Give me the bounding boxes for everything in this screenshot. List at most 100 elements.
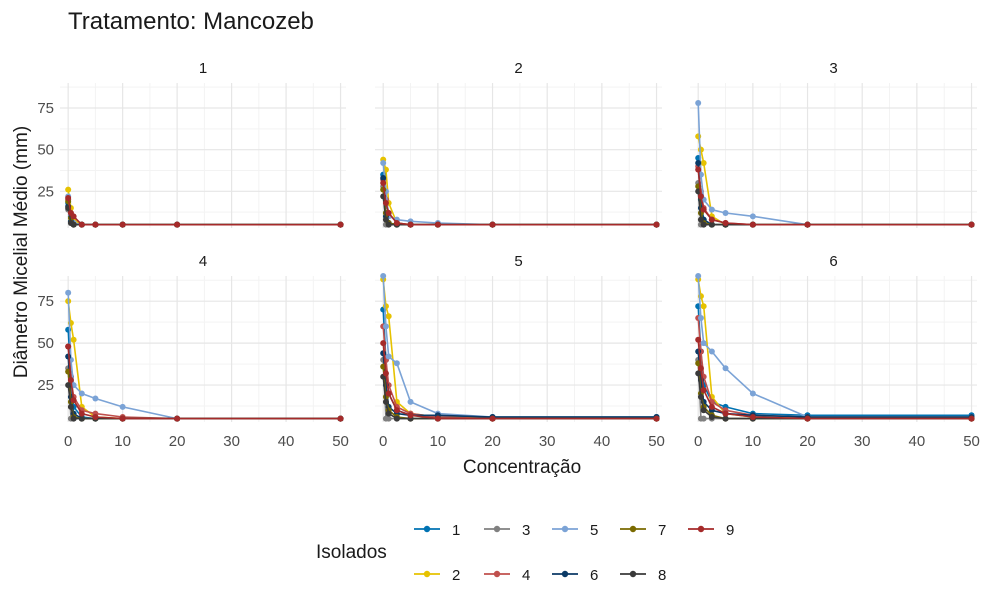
- x-tick-label: 10: [745, 433, 762, 450]
- data-point: [380, 160, 387, 166]
- x-tick-label: 40: [594, 433, 611, 450]
- data-point: [697, 216, 704, 223]
- data-point: [968, 415, 975, 422]
- legend-key-point: [697, 525, 705, 533]
- legend-item-1: 1: [414, 522, 460, 539]
- series-line-9: [697, 339, 972, 420]
- data-point: [382, 216, 389, 223]
- data-point: [65, 343, 72, 350]
- data-point: [65, 195, 72, 201]
- data-point: [407, 398, 414, 405]
- data-point: [695, 166, 702, 173]
- x-tick-label: 0: [64, 433, 72, 450]
- facet-strip-label: 1: [199, 60, 207, 77]
- y-tick-label: 75: [37, 100, 54, 117]
- legend-label: 9: [726, 522, 734, 539]
- y-tick-label: 25: [37, 183, 54, 200]
- legend-label: 3: [522, 522, 530, 539]
- data-point: [174, 415, 181, 422]
- facet-panel-5: 50 10 20 30 40 50: [375, 253, 665, 450]
- data-point: [708, 221, 715, 228]
- data-point: [78, 221, 85, 228]
- data-point: [708, 206, 715, 213]
- facet-panel-2: 2: [375, 60, 662, 228]
- legend-label: 8: [658, 567, 666, 584]
- series-line-9: [67, 346, 341, 420]
- data-point: [78, 390, 85, 397]
- legend-item-5: 5: [552, 522, 598, 539]
- data-point: [92, 221, 99, 228]
- series-line-5: [697, 102, 972, 226]
- data-point: [749, 213, 756, 220]
- facet-panel-3: 3: [690, 60, 977, 228]
- data-point: [67, 403, 74, 410]
- legend-key-point: [561, 525, 569, 533]
- data-point: [695, 100, 702, 106]
- data-point: [968, 221, 975, 228]
- data-point: [697, 393, 704, 400]
- data-point: [393, 220, 400, 226]
- data-point: [119, 221, 126, 228]
- y-tick-label: 50: [37, 142, 54, 159]
- data-point: [722, 220, 729, 226]
- data-point: [804, 415, 811, 422]
- facet-strip-label: 3: [829, 60, 837, 77]
- data-point: [174, 221, 181, 228]
- data-point: [78, 410, 85, 417]
- data-point: [749, 221, 756, 228]
- legend-item-8: 8: [620, 567, 666, 584]
- data-point: [382, 398, 389, 405]
- facet-strip-label: 4: [199, 253, 207, 270]
- legend-key-point: [423, 570, 431, 578]
- x-tick-label: 30: [854, 433, 871, 450]
- data-point: [385, 390, 392, 397]
- facet-strip-label: 6: [829, 253, 837, 270]
- data-point: [697, 365, 704, 372]
- legend-item-6: 6: [552, 567, 598, 584]
- legend-item-9: 9: [688, 522, 734, 539]
- legend-key-point: [423, 525, 431, 533]
- data-point: [65, 382, 72, 389]
- x-tick-label: 30: [223, 433, 240, 450]
- x-tick-label: 20: [484, 433, 501, 450]
- facet-strip-label: 2: [514, 60, 522, 77]
- x-tick-label: 0: [379, 433, 387, 450]
- x-tick-label: 50: [963, 433, 980, 450]
- data-point: [722, 415, 729, 422]
- x-tick-label: 20: [799, 433, 816, 450]
- data-point: [385, 210, 392, 216]
- data-point: [382, 370, 389, 377]
- data-point: [489, 415, 496, 422]
- data-point: [700, 221, 707, 228]
- data-point: [67, 377, 74, 384]
- data-point: [697, 146, 704, 153]
- legend-key-point: [629, 570, 637, 578]
- data-point: [393, 360, 400, 367]
- data-point: [119, 403, 126, 410]
- legend-item-2: 2: [414, 567, 460, 584]
- x-axis-label: Concentração: [463, 457, 581, 478]
- data-point: [65, 186, 72, 193]
- data-point: [385, 353, 392, 360]
- data-point: [653, 221, 660, 228]
- data-point: [380, 273, 387, 279]
- data-point: [708, 403, 715, 410]
- data-point: [697, 314, 704, 321]
- data-point: [722, 210, 729, 216]
- data-point: [653, 415, 660, 422]
- legend-label: 4: [522, 567, 530, 584]
- data-point: [70, 213, 77, 220]
- legend-item-7: 7: [620, 522, 666, 539]
- data-point: [708, 216, 715, 223]
- data-point: [70, 221, 77, 228]
- data-point: [700, 160, 707, 166]
- data-point: [695, 273, 702, 279]
- data-point: [749, 413, 756, 420]
- data-point: [697, 193, 704, 200]
- data-point: [700, 340, 707, 347]
- y-axis-label: Diâmetro Micelial Médio (mm): [11, 126, 32, 378]
- chart-title: Tratamento: Mancozeb: [68, 8, 314, 35]
- data-point: [804, 221, 811, 228]
